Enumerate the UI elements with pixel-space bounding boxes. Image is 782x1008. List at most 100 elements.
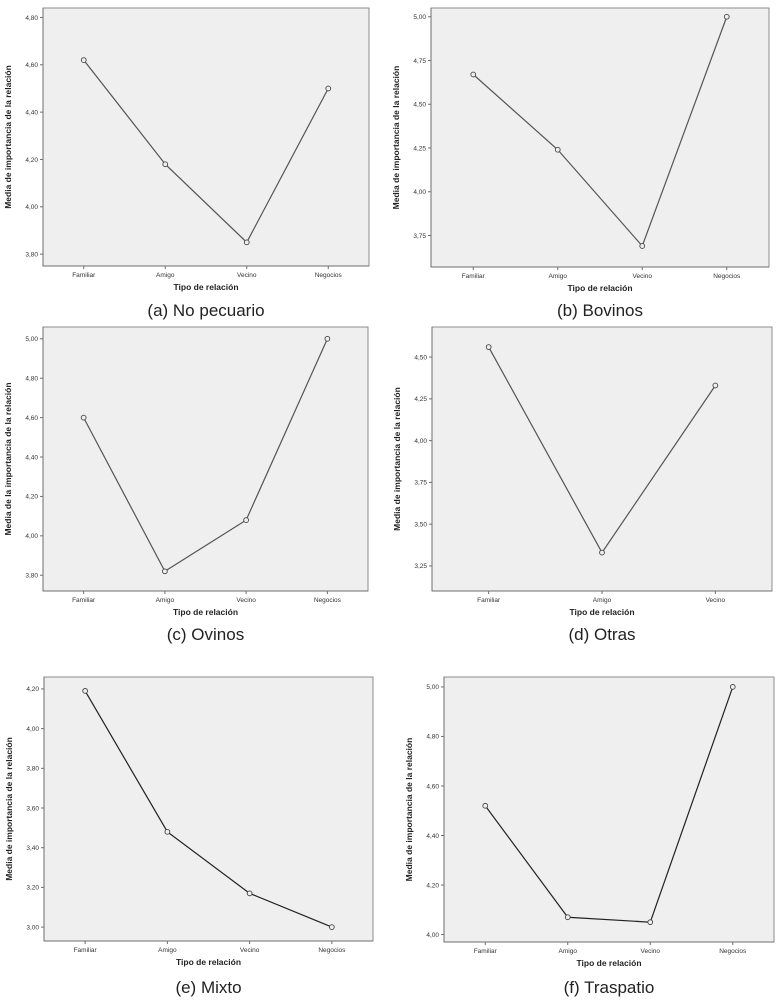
y-tick-label: 4,60	[25, 62, 38, 69]
panel-caption: (d) Otras	[568, 625, 635, 644]
data-point	[554, 146, 561, 153]
data-point	[80, 414, 87, 421]
chart-panel-a: 3,80 4,00 4,20 4,40 4,60 4,80 Familiar Amigo Vec…	[3, 7, 370, 320]
y-tick-label: 4,00	[25, 533, 38, 540]
y-tick-label: 4,50	[414, 354, 427, 361]
x-axis-title: Tipo de relación	[173, 607, 238, 617]
y-tick-label: 4,75	[413, 58, 426, 65]
y-tick-label: 3,40	[26, 845, 39, 852]
y-tick-label: 4,25	[413, 145, 426, 152]
x-tick-label: Amigo	[593, 597, 612, 604]
x-axis-title: Tipo de relación	[569, 607, 634, 617]
x-tick-label: Vecino	[632, 273, 652, 280]
y-axis-title: Media de importancia de la relación	[4, 737, 14, 881]
x-tick-label: Familiar	[72, 272, 96, 279]
data-point	[82, 688, 88, 694]
x-tick-label: Negocios	[719, 948, 747, 955]
y-tick-label: 3,80	[25, 251, 38, 258]
x-axis-title: Tipo de relación	[576, 958, 641, 968]
y-tick-label: 5,00	[413, 14, 426, 21]
y-tick-label: 4,20	[426, 882, 439, 889]
data-point	[564, 914, 571, 921]
y-axis-title: Media de importancia de la relación	[391, 66, 401, 210]
data-point	[246, 890, 253, 897]
data-point	[329, 924, 335, 930]
data-point	[324, 335, 331, 342]
x-tick-label: Amigo	[156, 597, 175, 604]
data-point	[80, 57, 87, 63]
x-axis-title: Tipo de relación	[173, 282, 238, 292]
y-tick-label: 5,00	[426, 684, 439, 691]
x-tick-label: Vecino	[706, 597, 726, 604]
x-tick-label: Negocios	[713, 273, 741, 280]
data-point	[647, 919, 654, 926]
y-tick-label: 4,00	[426, 932, 439, 939]
y-tick-label: 4,00	[26, 726, 39, 733]
y-axis-title: Media de importancia de la relación	[392, 387, 402, 531]
series-line	[484, 686, 734, 923]
plot-area	[42, 7, 370, 267]
y-tick-label: 4,60	[426, 783, 439, 790]
x-tick-label: Amigo	[559, 948, 578, 955]
y-tick-label: 3,60	[26, 805, 39, 812]
data-point	[325, 85, 332, 92]
data-point	[639, 243, 646, 249]
x-tick-label: Negocios	[315, 272, 343, 279]
x-tick-label: Amigo	[156, 272, 175, 279]
chart-panel-f: 4,00 4,20 4,40 4,60 4,80 5,00 Familiar Amigo Vec…	[404, 676, 775, 997]
series-line	[84, 690, 333, 928]
data-point	[485, 344, 492, 350]
x-tick-label: Vecino	[237, 272, 257, 279]
y-tick-label: 4,00	[25, 204, 38, 211]
y-axis-title: Media de importancia de la relación	[404, 738, 414, 882]
y-tick-label: 4,20	[26, 686, 39, 693]
panel-caption: (e) Mixto	[175, 978, 241, 997]
series-line	[83, 338, 328, 573]
y-tick-label: 4,50	[413, 102, 426, 109]
y-tick-label: 4,25	[414, 396, 427, 403]
plot-area	[43, 676, 374, 942]
y-tick-label: 4,60	[25, 415, 38, 422]
x-tick-label: Familiar	[74, 947, 98, 954]
data-point	[164, 828, 171, 835]
y-axis-title: Media de importancia de la relación	[3, 65, 13, 209]
y-tick-label: 4,80	[25, 376, 38, 383]
plot-area	[431, 326, 773, 592]
x-tick-label: Vecino	[236, 597, 256, 604]
x-tick-label: Familiar	[474, 948, 498, 955]
y-tick-label: 4,40	[25, 454, 38, 461]
y-tick-label: 3,80	[26, 766, 39, 773]
y-tick-label: 4,80	[25, 15, 38, 22]
panel-caption: (a) No pecuario	[147, 301, 264, 320]
x-tick-label: Negocios	[314, 597, 342, 604]
panel-caption: (c) Ovinos	[167, 625, 244, 644]
y-tick-label: 3,75	[413, 233, 426, 240]
x-axis-title: Tipo de relación	[176, 957, 241, 967]
y-tick-label: 3,20	[26, 885, 39, 892]
series-line	[472, 16, 728, 248]
y-tick-label: 3,00	[26, 924, 39, 931]
y-axis-title: Media de la importancia de la relación	[3, 382, 13, 535]
y-tick-label: 4,20	[25, 157, 38, 164]
y-tick-label: 5,00	[25, 336, 38, 343]
plot-area	[42, 326, 369, 592]
data-point	[599, 549, 605, 556]
plot-area	[443, 676, 775, 943]
x-tick-label: Familiar	[462, 273, 486, 280]
panel-caption: (b) Bovinos	[557, 301, 643, 320]
data-point	[243, 517, 249, 523]
data-point	[243, 239, 250, 246]
x-tick-label: Vecino	[640, 948, 660, 955]
y-tick-label: 3,50	[414, 521, 427, 528]
plot-area	[430, 7, 770, 268]
y-tick-label: 4,00	[414, 438, 427, 445]
y-tick-label: 3,80	[25, 573, 38, 580]
y-tick-label: 4,00	[413, 189, 426, 196]
chart-panel-b: 3,75 4,00 4,25 4,50 4,75 5,00 Familiar Amigo Vec…	[391, 7, 770, 320]
chart-panel-d: 3,25 3,50 3,75 4,00 4,25 4,50 Familiar Amigo Vec…	[392, 326, 773, 644]
data-point	[723, 13, 730, 20]
x-tick-label: Amigo	[549, 273, 568, 280]
x-axis-title: Tipo de relación	[567, 283, 632, 293]
y-tick-label: 3,75	[414, 480, 427, 487]
